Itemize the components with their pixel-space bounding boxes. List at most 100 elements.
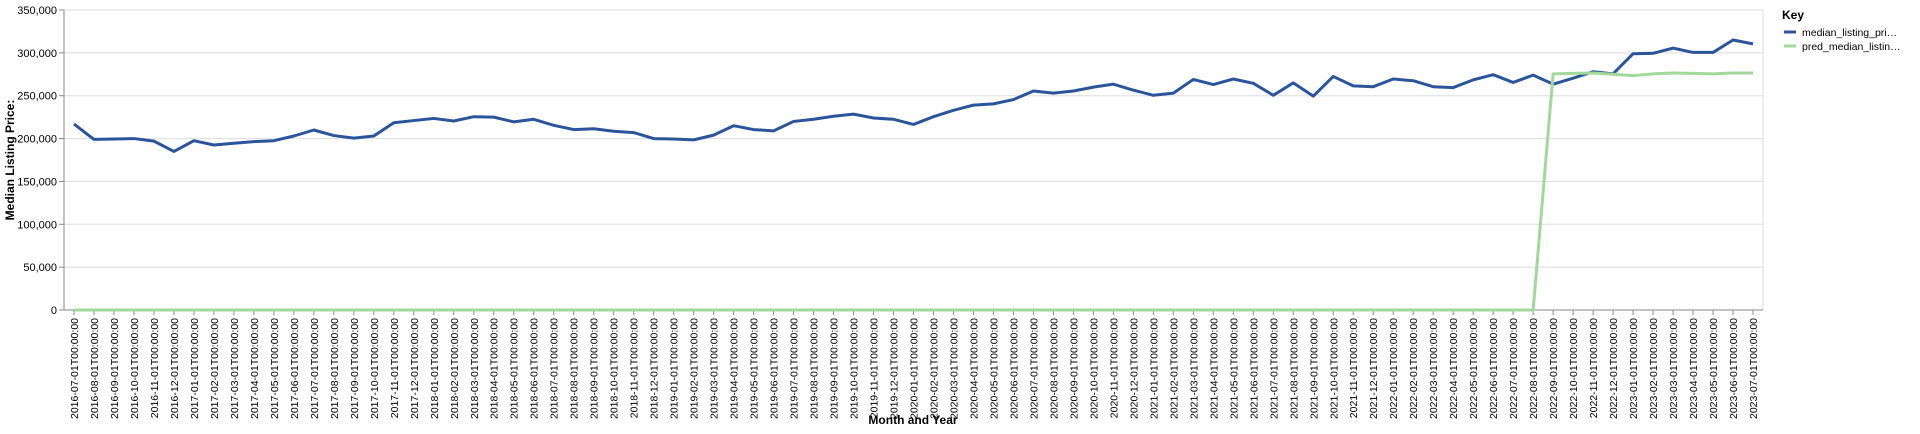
x-tick-label: 2021-03-01T00:00:00: [1188, 318, 1200, 419]
x-tick-label: 2018-03-01T00:00:00: [469, 318, 481, 419]
x-tick-label: 2017-07-01T00:00:00: [309, 318, 321, 419]
y-axis-title: Median Listing Price:: [3, 100, 17, 221]
x-tick-label: 2020-02-01T00:00:00: [928, 318, 940, 419]
x-tick-label: 2020-07-01T00:00:00: [1028, 318, 1040, 419]
x-tick-label: 2020-10-01T00:00:00: [1088, 318, 1100, 419]
y-tick-label: 0: [51, 305, 57, 317]
x-tick-label: 2022-11-01T00:00:00: [1588, 318, 1600, 418]
x-tick-label: 2021-01-01T00:00:00: [1148, 318, 1160, 419]
x-axis-title: Month and Year: [868, 413, 957, 427]
x-tick-label: 2021-07-01T00:00:00: [1268, 318, 1280, 419]
x-tick-label: 2016-10-01T00:00:00: [129, 318, 141, 419]
x-tick-label: 2020-09-01T00:00:00: [1068, 318, 1080, 419]
x-tick-label: 2018-11-01T00:00:00: [629, 318, 641, 418]
x-tick-label: 2017-11-01T00:00:00: [389, 318, 401, 418]
x-tick-label: 2021-10-01T00:00:00: [1328, 318, 1340, 419]
x-tick-label: 2017-12-01T00:00:00: [409, 318, 421, 419]
x-tick-label: 2018-05-01T00:00:00: [509, 318, 521, 419]
x-tick-label: 2017-04-01T00:00:00: [249, 318, 261, 419]
y-tick-label: 350,000: [17, 5, 57, 17]
x-tick-label: 2023-07-01T00:00:00: [1748, 318, 1760, 419]
x-tick-label: 2023-06-01T00:00:00: [1728, 318, 1740, 419]
x-tick-label: 2018-12-01T00:00:00: [649, 318, 661, 419]
x-tick-label: 2023-03-01T00:00:00: [1668, 318, 1680, 419]
x-tick-label: 2017-08-01T00:00:00: [329, 318, 341, 419]
y-tick-label: 50,000: [23, 262, 57, 274]
x-tick-label: 2019-11-01T00:00:00: [869, 318, 881, 418]
x-tick-label: 2022-08-01T00:00:00: [1528, 318, 1540, 419]
legend-title: Key: [1782, 8, 1804, 22]
x-tick-label: 2018-09-01T00:00:00: [589, 318, 601, 419]
legend-label: median_listing_pri…: [1802, 27, 1897, 39]
x-tick-label: 2016-12-01T00:00:00: [169, 318, 181, 419]
x-tick-label: 2018-08-01T00:00:00: [569, 318, 581, 419]
x-tick-label: 2021-11-01T00:00:00: [1348, 318, 1360, 418]
x-tick-label: 2020-11-01T00:00:00: [1108, 318, 1120, 418]
x-tick-label: 2019-06-01T00:00:00: [769, 318, 781, 419]
y-tick-label: 200,000: [17, 134, 57, 146]
x-tick-label: 2017-01-01T00:00:00: [189, 318, 201, 419]
x-tick-label: 2020-08-01T00:00:00: [1048, 318, 1060, 419]
x-tick-label: 2020-06-01T00:00:00: [1008, 318, 1020, 419]
x-tick-label: 2019-08-01T00:00:00: [809, 318, 821, 419]
x-tick-label: 2022-02-01T00:00:00: [1408, 318, 1420, 419]
x-tick-label: 2022-07-01T00:00:00: [1508, 318, 1520, 419]
x-tick-label: 2018-02-01T00:00:00: [449, 318, 461, 419]
x-tick-label: 2023-01-01T00:00:00: [1628, 318, 1640, 419]
x-tick-label: 2018-01-01T00:00:00: [429, 318, 441, 419]
x-tick-label: 2018-10-01T00:00:00: [609, 318, 621, 419]
x-tick-label: 2019-04-01T00:00:00: [729, 318, 741, 419]
x-tick-label: 2019-03-01T00:00:00: [709, 318, 721, 419]
x-tick-label: 2019-05-01T00:00:00: [749, 318, 761, 419]
x-tick-label: 2021-04-01T00:00:00: [1208, 318, 1220, 419]
y-tick-label: 300,000: [17, 48, 57, 60]
x-tick-label: 2022-10-01T00:00:00: [1568, 318, 1580, 419]
x-tick-label: 2017-10-01T00:00:00: [369, 318, 381, 419]
plot-frame: [63, 9, 1764, 311]
x-tick-label: 2017-05-01T00:00:00: [269, 318, 281, 419]
line-series: [73, 71, 1754, 312]
x-tick-label: 2018-06-01T00:00:00: [529, 318, 541, 419]
x-tick-label: 2020-04-01T00:00:00: [968, 318, 980, 419]
x-tick-label: 2022-01-01T00:00:00: [1388, 318, 1400, 419]
x-tick-label: 2019-07-01T00:00:00: [789, 318, 801, 419]
x-tick-label: 2022-04-01T00:00:00: [1448, 318, 1460, 419]
y-tick-label: 150,000: [17, 176, 57, 188]
x-tick-label: 2016-07-01T00:00:00: [69, 318, 81, 419]
x-tick-label: 2017-06-01T00:00:00: [289, 318, 301, 419]
x-tick-label: 2021-08-01T00:00:00: [1288, 318, 1300, 419]
x-tick-label: 2023-04-01T00:00:00: [1688, 318, 1700, 419]
x-tick-label: 2020-05-01T00:00:00: [988, 318, 1000, 419]
x-tick-label: 2020-01-01T00:00:00: [909, 318, 921, 419]
x-tick-label: 2020-12-01T00:00:00: [1128, 318, 1140, 419]
x-tick-label: 2019-01-01T00:00:00: [669, 318, 681, 419]
legend-label: pred_median_listin…: [1802, 41, 1901, 53]
x-tick-label: 2019-12-01T00:00:00: [889, 318, 901, 419]
x-tick-label: 2021-12-01T00:00:00: [1368, 318, 1380, 419]
x-tick-label: 2018-07-01T00:00:00: [549, 318, 561, 419]
x-tick-label: 2019-10-01T00:00:00: [849, 318, 861, 419]
x-tick-label: 2016-08-01T00:00:00: [89, 318, 101, 419]
x-tick-label: 2016-09-01T00:00:00: [109, 318, 121, 419]
x-tick-label: 2023-05-01T00:00:00: [1708, 318, 1720, 419]
x-tick-label: 2020-03-01T00:00:00: [948, 318, 960, 419]
x-tick-label: 2023-02-01T00:00:00: [1648, 318, 1660, 419]
x-tick-label: 2022-12-01T00:00:00: [1608, 318, 1620, 419]
x-tick-label: 2021-06-01T00:00:00: [1248, 318, 1260, 419]
x-tick-label: 2021-05-01T00:00:00: [1228, 318, 1240, 419]
x-tick-label: 2019-02-01T00:00:00: [689, 318, 701, 419]
x-tick-label: 2019-09-01T00:00:00: [829, 318, 841, 419]
x-tick-label: 2021-02-01T00:00:00: [1168, 318, 1180, 419]
y-tick-label: 100,000: [17, 219, 57, 231]
x-tick-label: 2017-09-01T00:00:00: [349, 318, 361, 419]
x-tick-label: 2022-03-01T00:00:00: [1428, 318, 1440, 419]
y-tick-label: 250,000: [17, 91, 57, 103]
x-tick-label: 2022-06-01T00:00:00: [1488, 318, 1500, 419]
x-tick-label: 2022-05-01T00:00:00: [1468, 318, 1480, 419]
x-tick-label: 2017-02-01T00:00:00: [209, 318, 221, 419]
x-tick-label: 2021-09-01T00:00:00: [1308, 318, 1320, 419]
line-series: [73, 38, 1754, 153]
x-tick-label: 2018-04-01T00:00:00: [489, 318, 501, 419]
